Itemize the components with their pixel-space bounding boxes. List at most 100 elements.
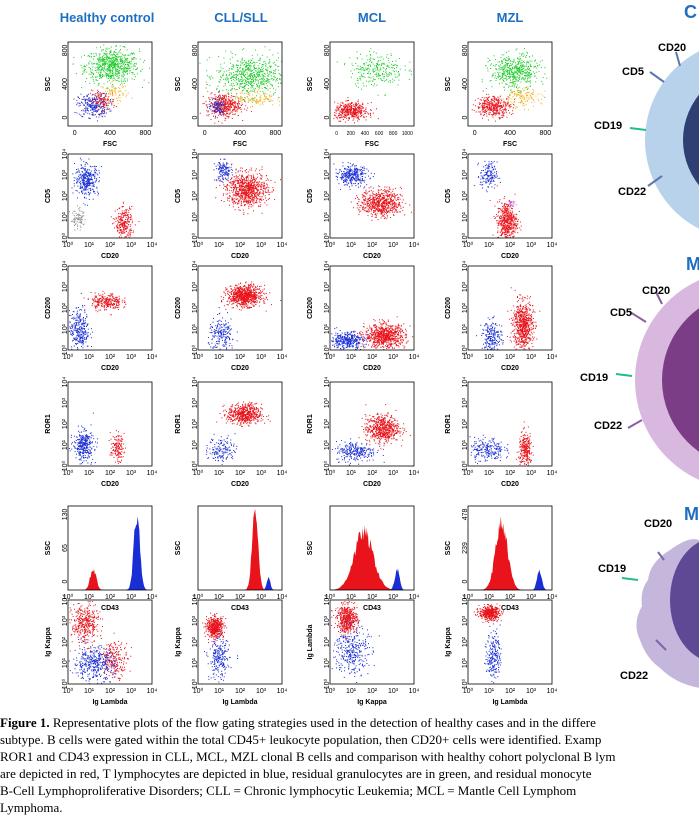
x-tick-label: 10¹ bbox=[84, 688, 95, 695]
y-tick-label: 0 bbox=[324, 116, 331, 120]
x-tick-label: 10⁴ bbox=[547, 470, 558, 477]
plot-healthy-row-1: 0 400 800 0 400 800 FSC SSC bbox=[38, 40, 162, 159]
y-tick-label: 10¹ bbox=[324, 657, 331, 668]
plot-svg: 10⁰ 10¹ 10² 10³ 10⁴ 10⁰ 10¹ 10² 10³ 10⁴ CD20 CD200 bbox=[445, 261, 558, 372]
cell-diagram-svg bbox=[615, 51, 699, 700]
y-tick-label: 0 bbox=[192, 116, 199, 120]
cell3-heading: M bbox=[684, 504, 699, 524]
cell3-marker-cd22: CD22 bbox=[620, 670, 649, 682]
cell1-outer bbox=[645, 51, 699, 229]
y-axis-label: CD5 bbox=[45, 189, 52, 203]
y-tick-label: 10⁰ bbox=[61, 679, 69, 690]
plot-mzl-row-3: 10⁰ 10¹ 10² 10³ 10⁴ 10⁰ 10¹ 10² 10³ 10⁴ CD20 CD200 bbox=[438, 261, 562, 383]
plot-cll-row-1: 0 400 800 0 400 800 FSC SSC bbox=[168, 40, 292, 159]
x-tick-label: 10³ bbox=[256, 354, 267, 361]
y-tick-label: 10⁴ bbox=[62, 377, 69, 388]
x-tick-label: 10³ bbox=[126, 594, 137, 601]
x-axis-label: CD20 bbox=[231, 481, 249, 488]
cell1-heading: C bbox=[684, 2, 697, 22]
caption-line-6: Lymphoma. bbox=[0, 800, 63, 815]
x-tick-label: 10⁰ bbox=[63, 241, 74, 249]
event-cloud-2 bbox=[68, 637, 119, 685]
x-tick-label: 10² bbox=[235, 242, 246, 249]
plot-data bbox=[72, 44, 150, 122]
x-tick-label: 10³ bbox=[388, 354, 399, 361]
x-tick-label: 10¹ bbox=[214, 688, 225, 695]
x-tick-label: 10⁴ bbox=[277, 242, 288, 249]
column-title-mzl: MZL bbox=[496, 10, 524, 25]
y-axis-label: CD200 bbox=[445, 297, 452, 319]
event-cloud-1 bbox=[204, 625, 239, 683]
y-tick-label: 10² bbox=[462, 302, 469, 313]
cell2-marker-cd22: CD22 bbox=[594, 420, 623, 432]
plot-cll-row-4: 10⁰ 10¹ 10² 10³ 10⁴ 10⁰ 10¹ 10² 10³ 10⁴ CD20 ROR1 bbox=[168, 377, 292, 499]
x-tick-label: 10² bbox=[367, 470, 378, 477]
event-cloud-1 bbox=[110, 201, 140, 239]
plot-svg: 10⁰ 10¹ 10² 10³ 10⁴ 10⁰ 10¹ 10² 10³ 10⁴ CD20 ROR1 bbox=[45, 377, 157, 488]
y-tick-label: 800 bbox=[324, 44, 331, 56]
plot-svg: 10⁰ 10¹ 10² 10³ 10⁴ CD43 SSC bbox=[175, 505, 287, 612]
x-tick-label: 10⁴ bbox=[547, 354, 558, 361]
event-cloud-1 bbox=[199, 84, 252, 124]
y-tick-label: 10⁰ bbox=[323, 233, 331, 244]
y-axis-label: Ig Kappa bbox=[175, 627, 182, 657]
x-tick-label: 10⁰ bbox=[325, 241, 336, 249]
plot-cll-row-5: 10⁰ 10¹ 10² 10³ 10⁴ CD43 SSC bbox=[168, 504, 292, 623]
y-axis-label: CD200 bbox=[45, 297, 52, 319]
event-cloud-0 bbox=[69, 412, 99, 465]
plot-svg: 10⁰ 10¹ 10² 10³ 10⁴ 10⁰ 10¹ 10² 10³ 10⁴ CD20 CD200 bbox=[45, 261, 157, 372]
y-tick-label: 10² bbox=[192, 418, 199, 429]
x-tick-label: 10¹ bbox=[84, 594, 95, 601]
y-tick-label: 10⁴ bbox=[324, 261, 331, 272]
x-tick-label: 10¹ bbox=[84, 354, 95, 361]
y-tick-label: 10¹ bbox=[192, 657, 199, 668]
plot-data bbox=[331, 601, 380, 683]
plot-svg: 10⁰ 10¹ 10² 10³ 10⁴ 0 239 478 CD43 SSC bbox=[445, 505, 557, 612]
plot-data bbox=[199, 46, 283, 124]
cell3-nucleus bbox=[670, 542, 699, 658]
plot-data bbox=[207, 281, 282, 350]
x-axis-label: CD20 bbox=[231, 253, 249, 260]
y-tick-label: 10³ bbox=[62, 615, 69, 626]
y-axis-label: ROR1 bbox=[45, 414, 52, 434]
y-axis-label: CD5 bbox=[175, 189, 182, 203]
cell2-heading: M bbox=[686, 254, 699, 274]
y-tick-label: 10² bbox=[462, 636, 469, 647]
plot-data bbox=[205, 401, 271, 465]
y-tick-label: 10² bbox=[62, 302, 69, 313]
x-axis-label: CD20 bbox=[101, 481, 119, 488]
x-tick-label: 10¹ bbox=[346, 242, 357, 249]
caption-line-2: subtype. B cells were gated within the t… bbox=[0, 732, 602, 747]
y-tick-label: 10⁰ bbox=[461, 679, 469, 690]
caption-line-1-text: Representative plots of the flow gating … bbox=[49, 715, 596, 730]
y-tick-label: 10¹ bbox=[462, 439, 469, 450]
plot-data bbox=[69, 157, 140, 239]
caption-line-4: are depicted in red, T lymphocytes are d… bbox=[0, 766, 592, 781]
x-tick-label: 10¹ bbox=[484, 470, 495, 477]
event-cloud-1 bbox=[216, 401, 271, 428]
x-tick-label: 10⁰ bbox=[463, 687, 474, 695]
x-tick-label: 10³ bbox=[388, 688, 399, 695]
x-tick-label: 10⁴ bbox=[547, 242, 558, 249]
x-axis-label: FSC bbox=[103, 141, 117, 148]
cell-diagram: C M M CD20 CD5 CD19 CD22 CD20 CD5 CD19 C… bbox=[560, 0, 699, 700]
x-axis-label: FSC bbox=[365, 141, 379, 148]
event-cloud-1 bbox=[83, 290, 127, 316]
y-tick-label: 10¹ bbox=[462, 657, 469, 668]
x-axis-label: CD20 bbox=[363, 481, 381, 488]
x-tick-label: 10² bbox=[367, 242, 378, 249]
y-tick-label: 400 bbox=[62, 78, 69, 90]
x-tick-label: 10⁰ bbox=[63, 593, 74, 601]
y-tick-label: 10¹ bbox=[192, 211, 199, 222]
y-tick-label: 10⁴ bbox=[324, 377, 331, 388]
x-tick-label: 10³ bbox=[126, 688, 137, 695]
event-cloud-2 bbox=[508, 200, 517, 208]
figure-caption: Figure 1. Representative plots of the fl… bbox=[0, 714, 699, 837]
event-cloud-0 bbox=[71, 157, 103, 206]
caption-line-3: ROR1 and CD43 expression in CLL, MCL, MZ… bbox=[0, 749, 616, 764]
event-cloud-0 bbox=[205, 433, 238, 465]
x-tick-label: 800 bbox=[139, 130, 151, 137]
event-cloud-1 bbox=[108, 430, 126, 464]
event-cloud-3 bbox=[98, 80, 133, 109]
y-tick-label: 10¹ bbox=[324, 439, 331, 450]
